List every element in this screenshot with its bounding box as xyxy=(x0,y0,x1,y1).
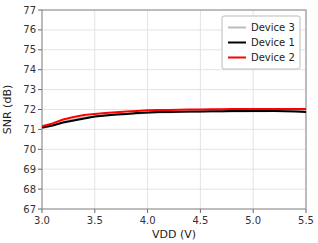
tick-label: 3.0 xyxy=(34,215,50,226)
tick xyxy=(38,89,42,90)
axes: 3.0 3.5 4.0 4.5 5.0 5.5 67 68 69 70 71 72 73 74 75 76 77 xyxy=(23,5,314,227)
tick-label: 68 xyxy=(23,184,36,195)
plot-frame xyxy=(42,10,306,209)
tick xyxy=(38,109,42,110)
series-line xyxy=(42,111,306,127)
legend-label: Device 1 xyxy=(251,37,295,48)
tick xyxy=(38,189,42,190)
tick xyxy=(38,69,42,70)
tick-label: 73 xyxy=(23,84,36,95)
tick-label: 76 xyxy=(23,24,36,35)
tick-label: 74 xyxy=(23,64,36,75)
tick xyxy=(147,209,148,213)
lines xyxy=(42,109,306,129)
series-line xyxy=(42,111,306,129)
tick-label: 3.5 xyxy=(87,215,103,226)
y-axis-label: SNR (dB) xyxy=(1,85,14,134)
legend-swatch xyxy=(228,57,246,59)
legend-swatch xyxy=(228,42,246,44)
tick-label: 77 xyxy=(23,5,36,16)
chart: 3.0 3.5 4.0 4.5 5.0 5.5 67 68 69 70 71 72 73 74 75 76 77… xyxy=(0,0,318,243)
series-line xyxy=(42,109,306,127)
tick xyxy=(38,49,42,50)
tick xyxy=(38,209,42,210)
tick xyxy=(306,209,307,213)
tick xyxy=(200,209,201,213)
tick xyxy=(253,209,254,213)
tick xyxy=(38,149,42,150)
legend-label: Device 3 xyxy=(251,22,295,33)
legend: Device 3 Device 1 Device 2 xyxy=(222,16,300,69)
tick xyxy=(38,10,42,11)
tick-label: 71 xyxy=(23,124,36,135)
tick xyxy=(94,209,95,213)
legend-box xyxy=(222,16,300,69)
tick-label: 75 xyxy=(23,44,36,55)
grid-line xyxy=(42,189,306,190)
tick-label: 5.0 xyxy=(245,215,261,226)
tick-label: 69 xyxy=(23,164,36,175)
tick xyxy=(38,29,42,30)
tick-label: 5.5 xyxy=(298,215,314,226)
tick xyxy=(42,209,43,213)
tick-label: 72 xyxy=(23,104,36,115)
tick-label: 70 xyxy=(23,144,36,155)
legend-swatch xyxy=(228,27,246,29)
legend-label: Device 2 xyxy=(251,52,295,63)
grid-line xyxy=(42,149,306,150)
tick-label: 4.0 xyxy=(140,215,156,226)
grid-line xyxy=(42,129,306,130)
tick xyxy=(38,129,42,130)
tick xyxy=(38,169,42,170)
grid-line xyxy=(42,89,306,90)
grid-line xyxy=(42,169,306,170)
tick-label: 67 xyxy=(23,204,36,215)
tick-label: 4.5 xyxy=(192,215,208,226)
grid xyxy=(42,10,306,209)
x-axis-label: VDD (V) xyxy=(152,228,196,241)
